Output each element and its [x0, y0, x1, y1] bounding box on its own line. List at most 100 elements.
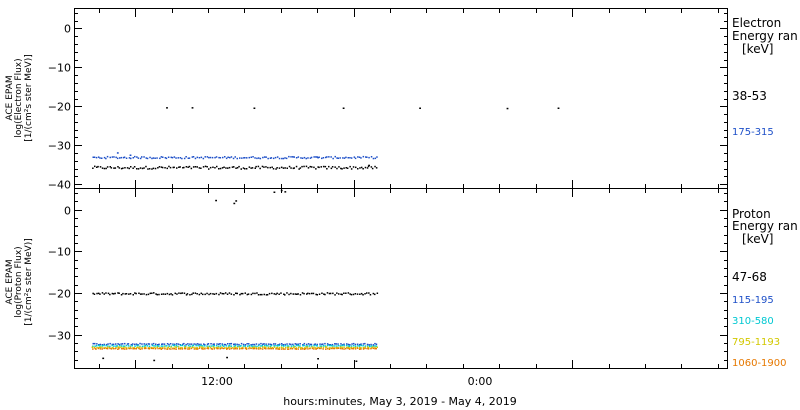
data-point [156, 346, 159, 348]
data-point [286, 345, 289, 347]
data-point [92, 348, 94, 350]
data-point [267, 166, 269, 169]
data-point [124, 346, 126, 348]
data-point [191, 293, 193, 296]
data-point [287, 348, 290, 350]
data-point [295, 157, 298, 159]
data-point [271, 347, 274, 349]
data-point [122, 346, 124, 349]
data-point [181, 344, 184, 347]
data-point [306, 293, 308, 295]
data-point [103, 347, 105, 350]
data-point [119, 157, 121, 159]
data-point [127, 345, 130, 347]
data-point [149, 156, 151, 159]
data-point [307, 157, 309, 159]
data-point [218, 343, 220, 345]
data-point [157, 167, 159, 169]
data-point [101, 348, 103, 350]
data-point [253, 347, 256, 350]
data-point [370, 347, 372, 350]
data-point [290, 347, 292, 349]
data-point [225, 157, 228, 160]
data-point [164, 348, 166, 350]
data-point [358, 156, 361, 158]
data-point [158, 343, 160, 346]
data-point [200, 156, 203, 159]
data-point [164, 345, 166, 347]
data-point [133, 166, 136, 168]
data-point [281, 343, 283, 345]
data-point-outlier [166, 107, 168, 109]
data-point [368, 292, 370, 294]
data-point [122, 167, 124, 169]
data-point [198, 343, 200, 346]
data-point [362, 168, 364, 170]
data-point [266, 294, 269, 296]
data-point [362, 347, 365, 349]
data-point [246, 157, 248, 159]
data-point [198, 347, 201, 349]
data-point [317, 346, 319, 349]
data-point [354, 345, 357, 347]
data-point [141, 293, 143, 295]
data-point [213, 345, 215, 347]
data-point [120, 167, 123, 170]
data-point [274, 343, 277, 345]
data-point [109, 166, 111, 168]
data-point [267, 345, 269, 347]
data-point [289, 347, 292, 350]
data-point [265, 166, 267, 168]
data-point [113, 156, 115, 158]
data-point [307, 343, 310, 345]
data-point [221, 347, 223, 350]
data-point [358, 345, 361, 347]
data-point [236, 343, 238, 346]
data-point [212, 293, 214, 295]
proton-legend-subtitle: Energy ran [732, 219, 798, 233]
data-point [206, 292, 208, 295]
data-point [263, 293, 265, 296]
data-point [162, 156, 164, 158]
data-point [284, 294, 286, 296]
data-point [233, 166, 235, 168]
data-point [179, 347, 182, 349]
data-point [116, 345, 118, 347]
data-point [303, 156, 306, 159]
data-point [208, 293, 210, 296]
data-point [360, 157, 362, 159]
data-point [254, 345, 256, 347]
data-point [130, 157, 132, 160]
data-point [284, 344, 287, 347]
data-point [239, 345, 241, 347]
data-point [283, 293, 285, 295]
data-point [305, 345, 307, 347]
data-point [211, 348, 213, 350]
data-point [162, 345, 164, 347]
data-point [253, 346, 255, 348]
data-point [98, 346, 100, 349]
data-point [99, 166, 102, 168]
data-point [230, 342, 233, 345]
data-point [322, 346, 325, 349]
data-point [127, 343, 130, 345]
data-point [290, 156, 292, 158]
data-point [233, 343, 235, 346]
data-point [288, 345, 290, 347]
data-point [292, 345, 295, 347]
data-point [167, 156, 170, 158]
data-point [256, 157, 258, 160]
data-point [240, 168, 242, 170]
data-point [215, 292, 218, 295]
data-point [341, 293, 343, 296]
data-point [334, 294, 336, 296]
data-point [170, 346, 172, 348]
data-point [141, 167, 144, 170]
data-point [138, 347, 140, 350]
data-point [292, 293, 294, 295]
electron-data-points [92, 107, 560, 170]
data-point [96, 345, 98, 347]
data-point [195, 347, 197, 349]
data-point [316, 347, 318, 350]
